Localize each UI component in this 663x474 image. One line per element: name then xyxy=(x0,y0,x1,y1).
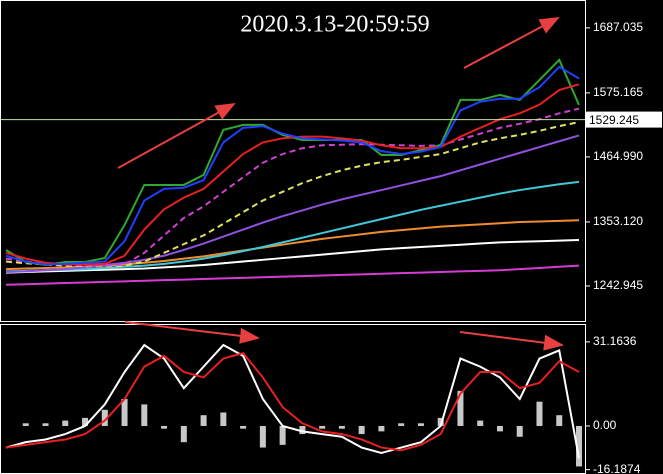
histogram-bar xyxy=(398,423,405,426)
series-line xyxy=(5,58,580,266)
current-price-box xyxy=(586,111,662,128)
histogram-bar xyxy=(200,415,207,426)
series-line xyxy=(5,107,580,267)
histogram-bar xyxy=(576,425,582,467)
histogram-bar xyxy=(279,425,286,445)
trend-arrow xyxy=(117,103,236,169)
histogram-bar xyxy=(22,423,29,426)
histogram-bar xyxy=(259,425,266,448)
y-tick-label: 1464.990 xyxy=(593,149,643,163)
histogram-bar xyxy=(358,425,365,435)
histogram-bar xyxy=(299,425,306,435)
price-panel-border xyxy=(0,0,586,322)
histogram-bar xyxy=(220,412,227,426)
y-tick-label: 1353.120 xyxy=(593,214,643,228)
macd-panel-border xyxy=(0,324,586,474)
histogram-bar xyxy=(121,399,128,426)
y-tick-label: 1242.945 xyxy=(593,278,643,292)
y-tick-label: 1687.035 xyxy=(593,20,643,34)
histogram-bar xyxy=(338,425,345,429)
histogram-bar xyxy=(417,423,424,426)
histogram-bar xyxy=(82,417,89,426)
histogram-bar xyxy=(42,423,49,426)
series-line xyxy=(5,83,580,266)
histogram-bar xyxy=(319,425,326,429)
histogram-bar xyxy=(101,409,108,426)
trend-arrow xyxy=(459,331,564,351)
histogram-bar xyxy=(161,425,168,429)
series-line xyxy=(5,239,580,274)
trend-arrow xyxy=(463,17,560,69)
current-price-label: 1529.245 xyxy=(589,113,639,127)
histogram-bar xyxy=(62,420,69,426)
histogram-bar xyxy=(141,404,148,426)
histogram-bar xyxy=(437,417,444,426)
histogram-bar xyxy=(496,425,503,432)
histogram-bar xyxy=(378,425,385,432)
series-line xyxy=(5,180,580,273)
histogram-bar xyxy=(240,425,247,429)
trend-arrow xyxy=(124,321,260,344)
series-line xyxy=(5,264,580,286)
histogram-bar xyxy=(536,401,543,426)
series-line xyxy=(5,65,580,266)
y-tick-label: 31.1636 xyxy=(593,334,637,348)
histogram-bar xyxy=(477,420,484,426)
series-line xyxy=(5,343,580,459)
y-tick-label: 1575.165 xyxy=(593,85,643,99)
histogram-bar xyxy=(457,390,464,426)
histogram-bar xyxy=(556,415,563,426)
series-line xyxy=(5,352,580,452)
y-tick-label: -16.1874 xyxy=(593,462,641,474)
chart-title: 2020.3.13-20:59:59 xyxy=(240,12,429,38)
histogram-bar xyxy=(180,425,187,443)
y-tick-label: 0.00 xyxy=(593,418,617,432)
histogram-bar xyxy=(516,425,523,437)
series-line xyxy=(5,134,580,274)
